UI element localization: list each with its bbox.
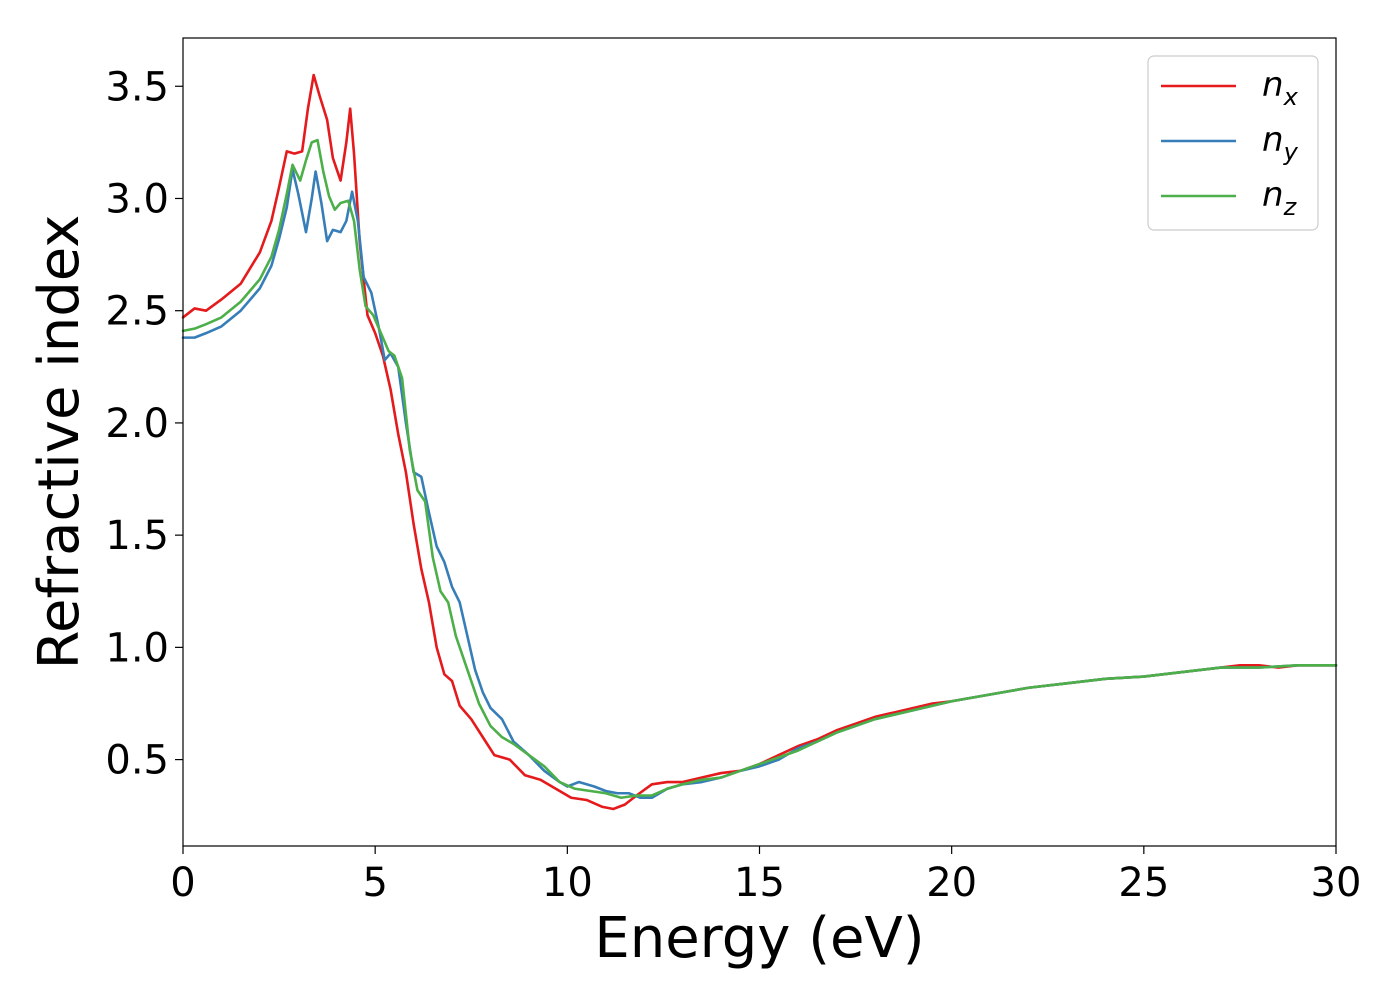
- x-tick-label: 30: [1311, 860, 1362, 906]
- x-tick-label: 10: [542, 860, 593, 906]
- x-axis-label: Energy (eV): [594, 906, 924, 971]
- y-axis-ticks: 0.5 1.0 1.5 2.0 2.5 3.0 3.5: [105, 64, 183, 784]
- y-tick-label: 0.5: [105, 738, 169, 784]
- x-tick-label: 5: [362, 860, 387, 906]
- y-tick-label: 2.5: [105, 289, 169, 335]
- legend: nx ny nz: [1147, 55, 1319, 231]
- x-axis-ticks: 0 5 10 15 20 25 30: [170, 846, 1361, 906]
- series-lines: [181, 73, 1338, 811]
- legend-label-ny: ny: [1262, 120, 1299, 166]
- y-tick-label: 2.0: [105, 401, 169, 447]
- y-tick-label: 3.5: [105, 64, 169, 110]
- legend-box: [1147, 55, 1319, 231]
- legend-label-nx: nx: [1262, 65, 1299, 111]
- x-tick-label: 20: [926, 860, 977, 906]
- y-tick-label: 1.5: [105, 513, 169, 559]
- x-tick-label: 25: [1118, 860, 1169, 906]
- x-tick-label: 0: [170, 860, 195, 906]
- y-tick-label: 1.0: [105, 625, 169, 671]
- series-line-nz: [181, 138, 1338, 800]
- legend-label-nz: nz: [1262, 175, 1298, 221]
- x-tick-label: 15: [734, 860, 785, 906]
- y-tick-label: 3.0: [105, 176, 169, 222]
- y-axis-label: Refractive index: [27, 215, 92, 670]
